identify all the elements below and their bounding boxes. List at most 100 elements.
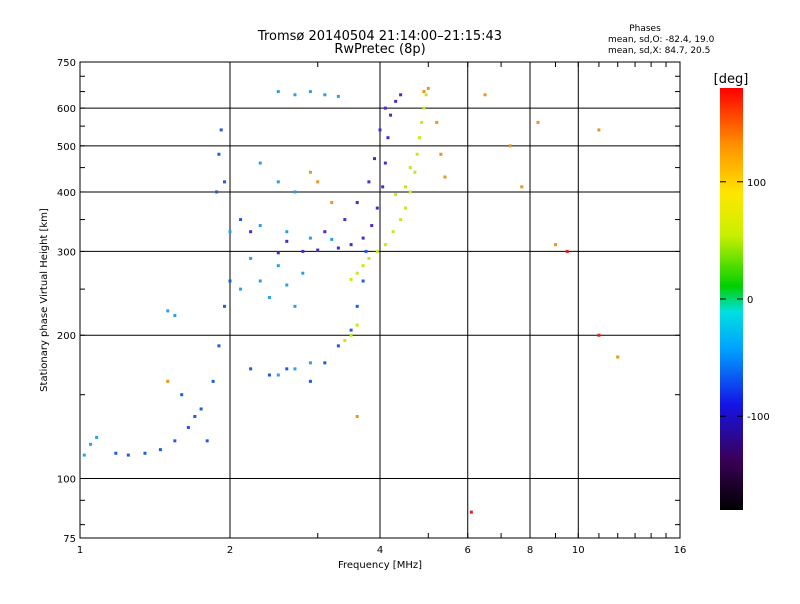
x-tick-labels: 1 2 4 6 8 10 16	[77, 545, 687, 556]
data-point	[399, 218, 403, 222]
data-point	[597, 333, 601, 337]
chart-subtitle: RwPretec (8p)	[334, 42, 425, 57]
data-points	[82, 86, 620, 514]
data-point	[349, 333, 353, 337]
colorbar-ticks: 100 0 -100	[720, 178, 770, 423]
data-point	[301, 271, 305, 275]
y-tick-label: 75	[63, 534, 76, 545]
data-point	[355, 304, 359, 308]
data-point	[215, 190, 219, 194]
y-axis-label: Stationary phase Virtual Height [km]	[39, 208, 50, 392]
data-point	[336, 344, 340, 348]
y-tick-label: 600	[57, 104, 76, 115]
data-point	[361, 236, 365, 240]
data-point	[565, 249, 569, 253]
data-point	[258, 161, 262, 165]
data-point	[285, 239, 289, 243]
data-point	[211, 379, 215, 383]
data-point	[417, 136, 421, 140]
data-point	[114, 451, 118, 455]
x-tick-label: 4	[377, 545, 383, 556]
data-point	[435, 120, 439, 124]
data-point	[383, 106, 387, 110]
chart-title: Tromsø 20140504 21:14:00–21:15:43	[257, 29, 502, 44]
data-point	[143, 451, 147, 455]
data-point	[361, 279, 365, 283]
data-point	[258, 224, 262, 228]
data-point	[301, 249, 305, 253]
data-point	[355, 414, 359, 418]
x-tick-label: 16	[674, 545, 687, 556]
data-point	[391, 230, 395, 234]
y-tick-label: 500	[57, 142, 76, 153]
data-point	[239, 218, 243, 222]
data-point	[276, 90, 280, 94]
x-tick-label: 1	[77, 545, 83, 556]
data-point	[285, 230, 289, 234]
data-point	[323, 230, 327, 234]
data-point	[367, 256, 371, 260]
data-point	[355, 201, 359, 205]
x-tick-label: 10	[572, 545, 585, 556]
data-point	[508, 144, 512, 148]
data-point	[276, 180, 280, 184]
data-point	[422, 90, 426, 94]
data-point	[293, 93, 297, 97]
colorbar	[720, 88, 743, 510]
data-point	[316, 180, 320, 184]
data-point	[420, 120, 424, 124]
data-point	[249, 256, 253, 260]
y-tick-label: 300	[57, 247, 76, 258]
data-point	[381, 185, 385, 189]
data-point	[361, 264, 365, 268]
data-point	[199, 407, 203, 411]
colorbar-tick-label: 100	[747, 178, 766, 189]
data-point	[217, 152, 221, 156]
data-point	[355, 271, 359, 275]
data-point	[383, 243, 387, 247]
data-point	[293, 304, 297, 308]
data-point	[536, 120, 540, 124]
data-point	[316, 248, 320, 252]
data-point	[373, 157, 377, 161]
x-tick-label: 6	[465, 545, 471, 556]
data-point	[483, 93, 487, 97]
stats-o-line: mean, sd,O: -82.4, 19.0	[608, 35, 715, 45]
data-point	[166, 309, 170, 313]
data-point	[386, 136, 390, 140]
data-point	[349, 328, 353, 332]
data-point	[158, 448, 162, 452]
data-point	[413, 170, 417, 174]
data-point	[364, 249, 368, 253]
data-point	[336, 94, 340, 98]
data-point	[389, 113, 393, 117]
y-tick-labels: 75 100 200 300 400 500 600 750	[57, 58, 76, 545]
data-point	[394, 193, 398, 197]
data-point	[349, 243, 353, 247]
data-point	[82, 453, 86, 457]
data-point	[193, 414, 197, 418]
data-point	[95, 435, 99, 439]
data-point	[285, 367, 289, 371]
data-point	[228, 230, 232, 234]
data-point	[223, 180, 227, 184]
data-point	[267, 296, 271, 300]
data-point	[383, 161, 387, 165]
data-point	[355, 323, 359, 327]
data-point	[276, 373, 280, 377]
data-point	[308, 236, 312, 240]
data-point	[370, 224, 374, 228]
colorbar-label: [deg]	[714, 72, 749, 87]
colorbar-tick-label: 0	[747, 295, 753, 306]
stats-x-line: mean, sd,X: 84.7, 20.5	[608, 46, 710, 56]
data-point	[367, 180, 371, 184]
data-point	[408, 190, 412, 194]
data-point	[443, 175, 447, 179]
stats-heading: Phases	[629, 24, 661, 34]
y-tick-label: 750	[57, 58, 76, 69]
data-point	[426, 86, 430, 90]
data-point	[239, 287, 243, 291]
data-point	[173, 439, 177, 443]
data-point	[349, 277, 353, 281]
data-point	[308, 90, 312, 94]
